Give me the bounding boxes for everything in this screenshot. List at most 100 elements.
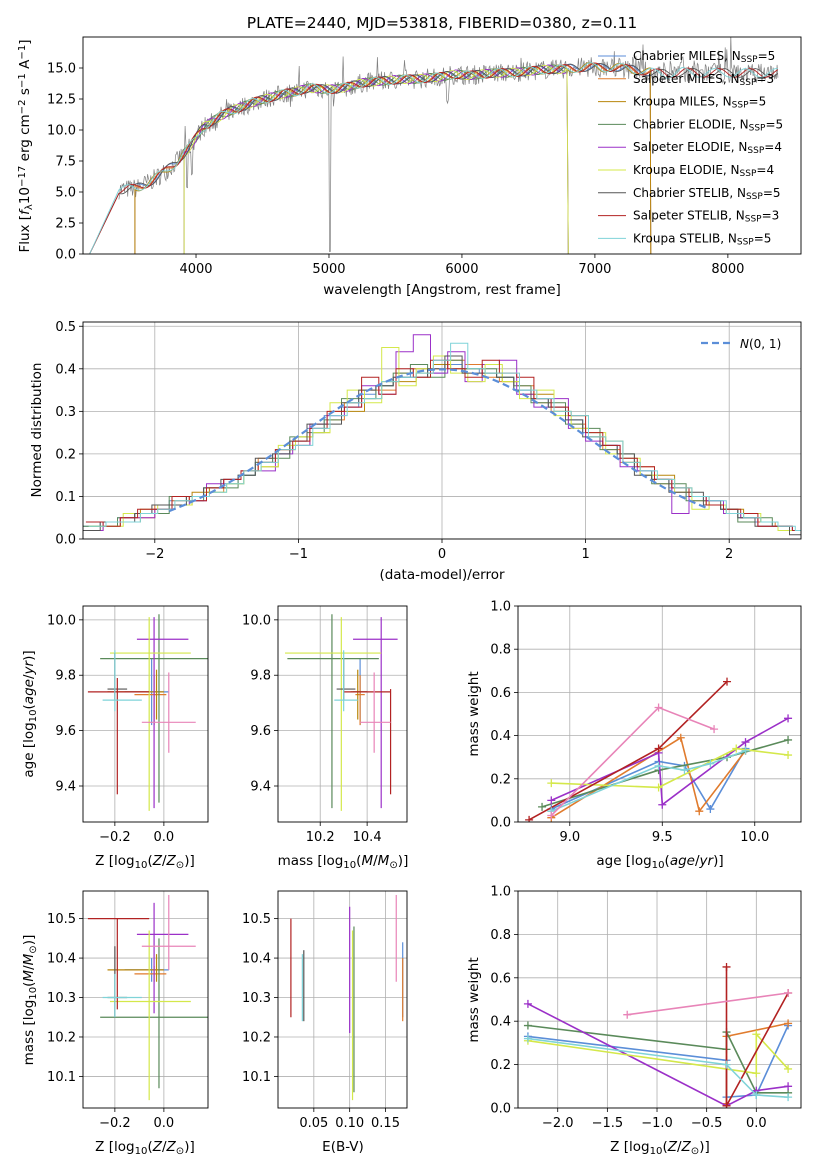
x-axis-label: Z [log10(Z/Z⊙)]: [610, 1139, 710, 1157]
errorbar-point: [334, 650, 358, 712]
y-tick-label: 0.0: [490, 1102, 511, 1117]
weight-series-kroupa-stelib: [523, 1034, 793, 1102]
x-axis-label: Z [log10(Z/Z⊙)]: [95, 1139, 195, 1157]
y-tick-label: 9.6: [55, 724, 76, 739]
weight-marker: [784, 1082, 793, 1091]
weight-line: [551, 747, 789, 789]
errorbar-point: [287, 614, 379, 809]
mass_vs_Z-panel-plot: [83, 891, 208, 1108]
y-tick-label: 10.2: [242, 1030, 271, 1045]
massweight_vs_age-panel-plot: [518, 606, 801, 822]
histogram-chabrier-stelib: [83, 355, 801, 536]
massweight_vs_Z-panel-frame: [517, 890, 802, 1109]
weight-marker: [654, 703, 663, 712]
y-tick-label: 9.4: [250, 780, 271, 795]
errorbar-point: [102, 650, 142, 712]
y-tick-label: 0.2: [490, 1058, 511, 1073]
weight-marker: [706, 759, 715, 768]
massweight_vs_age-panel: 9.0 9.5 10.0 0.0 0.2 0.4 0.6 0.8 1.0 age [log10(a…: [466, 600, 802, 871]
y-tick-label: 0.6: [490, 686, 511, 701]
weight-marker: [676, 733, 685, 742]
weight-marker: [722, 962, 731, 971]
weight-line: [550, 717, 789, 807]
weight-marker: [523, 1034, 532, 1043]
massweight_vs_Z-panel: −2.0 −1.5 −1.0 −0.5 0.0 0.0 0.2 0.4 0.6 0.8 1.0 Z […: [466, 885, 802, 1157]
legend-entry: Salpeter ELODIE, NSSP=4: [633, 140, 782, 156]
y-tick-label: 9.6: [250, 724, 271, 739]
x-tick-label: −2.0: [542, 1116, 574, 1131]
y-axis-label: mass weight: [466, 671, 482, 756]
errorbar-point: [141, 894, 196, 970]
y-tick-label: 10.0: [47, 613, 76, 628]
y-tick-label: 0.0: [490, 816, 511, 831]
age_vs_mass-panel-plot: [278, 606, 407, 822]
y-tick-label: 0.0: [55, 533, 76, 548]
errorbar-point: [355, 675, 365, 726]
weight-marker: [547, 779, 556, 788]
x-axis-label: wavelength [Angstrom, rest frame]: [323, 282, 561, 298]
legend-entry: Kroupa MILES, NSSP=5: [633, 95, 766, 111]
weight-marker: [784, 714, 793, 723]
y-tick-label: 0.4: [55, 362, 76, 377]
model-curve-kroupa-stelib: [89, 62, 778, 254]
y-tick-label: 0.8: [490, 928, 511, 943]
age_vs_Z-panel-frame: [82, 605, 209, 823]
weight-marker: [623, 1010, 632, 1019]
x-tick-label: 0.15: [371, 1116, 400, 1131]
x-tick-label: −2: [145, 547, 164, 562]
spectrum-panel: 4000 5000 6000 7000 8000 0.0 2.5 5.0 7.5 10.0 12.5…: [17, 36, 802, 298]
y-tick-label: 10.4: [47, 952, 76, 967]
x-tick-label: −0.2: [99, 1116, 131, 1131]
weight-series-chabrier-miles: [523, 1021, 793, 1102]
y-tick-label: 9.8: [55, 669, 76, 684]
y-axis-label: Flux [fλ10−17 erg cm−2 s−1 A−1]: [17, 39, 35, 252]
weight-line: [528, 681, 728, 821]
errorbar-point: [136, 902, 189, 1014]
y-axis-label: mass [log10(M/M⊙)]: [21, 935, 39, 1066]
figure-title: PLATE=2440, MJD=53818, FIBERID=0380, z=0…: [247, 14, 637, 32]
weight-marker: [695, 807, 704, 816]
weight-series-salpeter-miles: [547, 733, 750, 822]
y-tick-label: 0.5: [55, 320, 76, 335]
errorbar-point: [343, 689, 392, 795]
errorbar-point: [141, 672, 196, 753]
errorbar-point: [109, 930, 191, 1101]
mass_vs_EBV-panel-frame: [277, 890, 408, 1109]
x-tick-label: 1: [581, 547, 589, 562]
legend-entry: N(0, 1): [740, 337, 781, 351]
y-tick-label: 0.4: [490, 729, 511, 744]
x-axis-label: (data-model)/error: [379, 567, 505, 583]
y-tick-label: 10.3: [242, 991, 271, 1006]
x-tick-label: −1.0: [641, 1116, 673, 1131]
age_vs_Z-panel: −0.2 0.0 9.4 9.6 9.8 10.0 Z [log10(Z/Z⊙)] age […: [21, 605, 209, 871]
legend-entry: Chabrier MILES, NSSP=5: [633, 49, 775, 65]
x-tick-label: 4000: [179, 262, 212, 277]
age_vs_Z-panel-plot: [83, 606, 208, 822]
weight-series-kroupa-stelib: [547, 746, 750, 816]
y-tick-label: 10.0: [242, 613, 271, 628]
residuals-panel: −2 −1 0 1 2 0.0 0.1 0.2 0.3 0.4 0.5 N(0, 1) (data-mo…: [29, 320, 802, 583]
errorbar-point: [102, 973, 142, 1018]
x-tick-label: −1: [289, 547, 308, 562]
weight-marker: [722, 1101, 731, 1108]
weight-marker: [658, 800, 667, 809]
residuals-panel-plot: [83, 322, 801, 539]
x-tick-label: 6000: [445, 262, 478, 277]
x-tick-label: 9.0: [559, 830, 580, 845]
weight-marker: [547, 796, 556, 805]
weight-marker: [784, 751, 793, 760]
weight-marker: [523, 1021, 532, 1030]
x-tick-label: 5000: [312, 262, 345, 277]
errorbar-point: [336, 658, 356, 701]
mass_vs_Z-panel: −0.2 0.0 10.1 10.2 10.3 10.4 10.5 Z [log10(Z/Z⊙…: [21, 890, 209, 1157]
residuals-panel-frame: [82, 321, 802, 540]
model-curve-salpeter-miles: [134, 62, 652, 254]
model-curve-kroupa-elodie: [183, 64, 569, 254]
y-tick-label: 0.2: [55, 447, 76, 462]
y-axis-label: age [log10(age/yr)]: [21, 650, 39, 777]
y-tick-label: 0.2: [490, 772, 511, 787]
age_vs_mass-panel-frame: [277, 605, 408, 823]
x-tick-label: 9.5: [652, 830, 673, 845]
model-curve-chabrier-miles: [134, 62, 652, 254]
weight-marker: [706, 805, 715, 814]
